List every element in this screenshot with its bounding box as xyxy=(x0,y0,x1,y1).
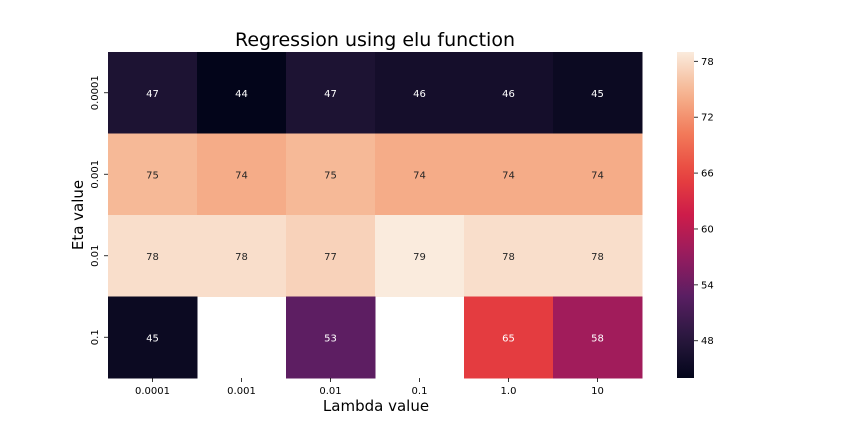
heatmap-cell xyxy=(108,133,198,216)
y-axis-label: Eta value xyxy=(69,180,87,250)
cell-value-label: 74 xyxy=(413,170,426,181)
x-axis-ticks: 0.0001 0.001 0.01 0.1 1.0 10 xyxy=(135,378,604,397)
cell-value-label: 45 xyxy=(591,89,604,100)
heatmap-cell xyxy=(197,52,287,134)
x-tick-label: 0.001 xyxy=(227,386,256,397)
y-axis-ticks: 0.0001 0.001 0.01 0.1 xyxy=(90,75,108,345)
cell-value-label: 77 xyxy=(324,252,337,263)
cell-value-label: 79 xyxy=(413,252,426,263)
chart-title: Regression using elu function xyxy=(235,29,515,51)
x-tick-label: 10 xyxy=(591,386,604,397)
heatmap-cell xyxy=(286,296,376,379)
heatmap-cell xyxy=(108,215,198,297)
colorbar-ticks: 48 54 60 66 72 78 xyxy=(694,57,714,347)
x-tick-label: 0.01 xyxy=(319,386,341,397)
heatmap-cell xyxy=(375,215,465,297)
cell-value-label: 78 xyxy=(591,252,604,263)
heatmap-cell xyxy=(464,133,554,216)
cell-value-label: 46 xyxy=(413,89,426,100)
x-tick-label: 0.1 xyxy=(412,386,428,397)
heatmap-cell xyxy=(464,215,554,297)
cell-value-label: 46 xyxy=(502,89,515,100)
heatmap-cell xyxy=(108,296,198,379)
cell-value-label: 47 xyxy=(146,89,159,100)
heatmap-cell xyxy=(197,133,287,216)
cell-value-label: 78 xyxy=(235,252,248,263)
heatmap-cell xyxy=(553,215,643,297)
heatmap-cell xyxy=(464,296,554,379)
colorbar-tick-label: 78 xyxy=(701,57,714,68)
cell-value-label: 47 xyxy=(324,89,337,100)
heatmap-cell xyxy=(553,296,643,379)
cell-value-label: 74 xyxy=(502,170,515,181)
heatmap-cell xyxy=(286,215,376,297)
x-tick-label: 1.0 xyxy=(501,386,517,397)
colorbar-tick-label: 72 xyxy=(701,113,714,124)
cell-value-label: 75 xyxy=(324,170,337,181)
heatmap-cell xyxy=(375,52,465,134)
heatmap-cell xyxy=(108,52,198,134)
cell-value-label: 44 xyxy=(235,89,248,100)
colorbar-tick-label: 66 xyxy=(701,169,714,180)
cell-value-label: 53 xyxy=(324,333,337,344)
y-tick-label: 0.1 xyxy=(90,329,101,345)
heatmap-cell xyxy=(375,133,465,216)
x-tick-label: 0.0001 xyxy=(135,386,170,397)
x-axis-label: Lambda value xyxy=(323,397,429,415)
heatmap-cell xyxy=(464,52,554,134)
colorbar-tick-label: 48 xyxy=(701,336,714,347)
y-tick-label: 0.01 xyxy=(90,245,101,267)
cell-value-label: 78 xyxy=(146,252,159,263)
cell-value-label: 75 xyxy=(146,170,159,181)
colorbar xyxy=(677,52,694,378)
heatmap-cell xyxy=(553,133,643,216)
cell-value-label: 78 xyxy=(502,252,515,263)
colorbar-tick-label: 60 xyxy=(701,224,714,235)
heatmap-cell xyxy=(197,215,287,297)
cell-value-label: 45 xyxy=(146,333,159,344)
heatmap-cell xyxy=(286,52,376,134)
heatmap-cells: 47 44 47 46 46 45 75 74 75 74 74 74 78 78 77 79 78 78 45 53… xyxy=(108,52,643,379)
cell-value-label: 65 xyxy=(502,333,515,344)
colorbar-tick-label: 54 xyxy=(701,280,714,291)
heatmap-cell xyxy=(286,133,376,216)
cell-value-label: 74 xyxy=(235,170,248,181)
cell-value-label: 74 xyxy=(591,170,604,181)
y-tick-label: 0.001 xyxy=(90,160,101,189)
cell-value-label: 58 xyxy=(591,333,604,344)
y-tick-label: 0.0001 xyxy=(90,75,101,110)
heatmap-cell xyxy=(553,52,643,134)
